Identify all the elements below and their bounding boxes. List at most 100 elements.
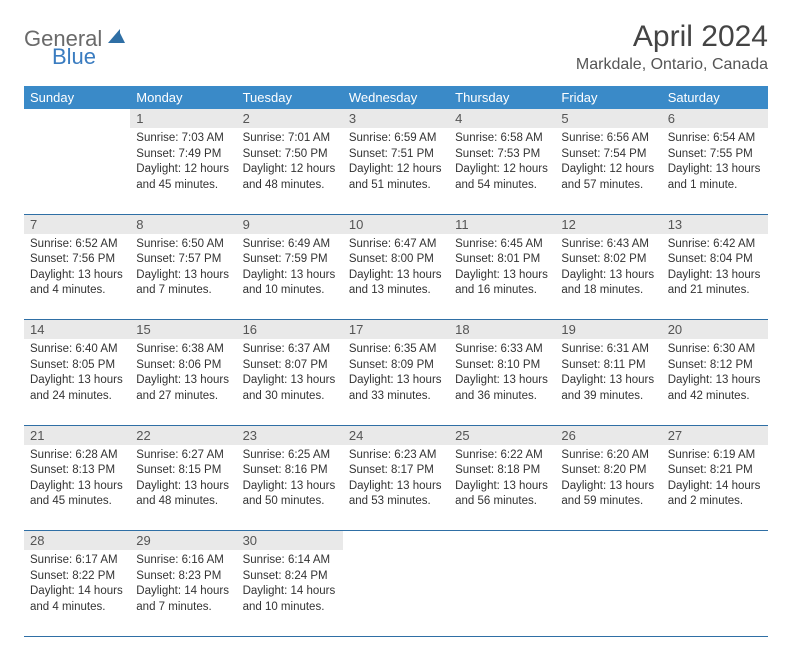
daylight-text: and 4 minutes. — [30, 283, 124, 299]
calendar-table: Sunday Monday Tuesday Wednesday Thursday… — [24, 86, 768, 637]
location: Markdale, Ontario, Canada — [576, 56, 768, 74]
sunset-text: Sunset: 8:00 PM — [349, 252, 443, 268]
daylight-text: Daylight: 12 hours — [561, 162, 655, 178]
daylight-text: and 50 minutes. — [243, 494, 337, 510]
dow-wednesday: Wednesday — [343, 86, 449, 109]
sunset-text: Sunset: 7:50 PM — [243, 147, 337, 163]
calendar-page: General Blue April 2024 Markdale, Ontari… — [0, 0, 792, 657]
daylight-text: and 30 minutes. — [243, 389, 337, 405]
day-cell: Sunrise: 7:01 AMSunset: 7:50 PMDaylight:… — [237, 128, 343, 214]
daylight-text: Daylight: 13 hours — [668, 373, 762, 389]
day-number: 1 — [130, 109, 236, 128]
day-number: 29 — [130, 531, 236, 550]
dow-saturday: Saturday — [662, 86, 768, 109]
sunset-text: Sunset: 8:24 PM — [243, 569, 337, 585]
day-cell: Sunrise: 6:56 AMSunset: 7:54 PMDaylight:… — [555, 128, 661, 214]
month-title: April 2024 — [576, 20, 768, 54]
day-number — [662, 531, 768, 550]
day-number: 5 — [555, 109, 661, 128]
day-cell: Sunrise: 6:19 AMSunset: 8:21 PMDaylight:… — [662, 445, 768, 531]
day-number: 25 — [449, 426, 555, 445]
daylight-text: and 57 minutes. — [561, 178, 655, 194]
sunrise-text: Sunrise: 6:58 AM — [455, 131, 549, 147]
sunset-text: Sunset: 7:55 PM — [668, 147, 762, 163]
daylight-text: and 39 minutes. — [561, 389, 655, 405]
sunrise-text: Sunrise: 6:49 AM — [243, 237, 337, 253]
dow-friday: Friday — [555, 86, 661, 109]
sunset-text: Sunset: 8:02 PM — [561, 252, 655, 268]
daylight-text: Daylight: 13 hours — [136, 373, 230, 389]
day-cell: Sunrise: 6:52 AMSunset: 7:56 PMDaylight:… — [24, 234, 130, 320]
day-number: 28 — [24, 531, 130, 550]
daylight-text: and 18 minutes. — [561, 283, 655, 299]
day-number-row: 123456 — [24, 109, 768, 128]
day-cell: Sunrise: 6:35 AMSunset: 8:09 PMDaylight:… — [343, 339, 449, 425]
day-number: 23 — [237, 426, 343, 445]
daylight-text: and 21 minutes. — [668, 283, 762, 299]
dow-row: Sunday Monday Tuesday Wednesday Thursday… — [24, 86, 768, 109]
sunrise-text: Sunrise: 7:03 AM — [136, 131, 230, 147]
day-cell: Sunrise: 6:20 AMSunset: 8:20 PMDaylight:… — [555, 445, 661, 531]
header: General Blue April 2024 Markdale, Ontari… — [24, 20, 768, 74]
day-cell: Sunrise: 7:03 AMSunset: 7:49 PMDaylight:… — [130, 128, 236, 214]
sunrise-text: Sunrise: 6:17 AM — [30, 553, 124, 569]
sunrise-text: Sunrise: 6:43 AM — [561, 237, 655, 253]
daylight-text: and 54 minutes. — [455, 178, 549, 194]
day-number: 16 — [237, 320, 343, 339]
week-separator — [24, 636, 768, 637]
daylight-text: and 10 minutes. — [243, 600, 337, 616]
sunset-text: Sunset: 8:18 PM — [455, 463, 549, 479]
dow-tuesday: Tuesday — [237, 86, 343, 109]
daylight-text: and 10 minutes. — [243, 283, 337, 299]
daylight-text: and 56 minutes. — [455, 494, 549, 510]
daylight-text: and 1 minute. — [668, 178, 762, 194]
sunrise-text: Sunrise: 6:16 AM — [136, 553, 230, 569]
day-number: 20 — [662, 320, 768, 339]
sunset-text: Sunset: 8:11 PM — [561, 358, 655, 374]
day-cell: Sunrise: 6:14 AMSunset: 8:24 PMDaylight:… — [237, 550, 343, 636]
sunrise-text: Sunrise: 6:35 AM — [349, 342, 443, 358]
daylight-text: Daylight: 13 hours — [30, 479, 124, 495]
sunrise-text: Sunrise: 6:54 AM — [668, 131, 762, 147]
sunset-text: Sunset: 8:10 PM — [455, 358, 549, 374]
week-row: Sunrise: 6:17 AMSunset: 8:22 PMDaylight:… — [24, 550, 768, 636]
dow-sunday: Sunday — [24, 86, 130, 109]
day-cell: Sunrise: 6:23 AMSunset: 8:17 PMDaylight:… — [343, 445, 449, 531]
daylight-text: and 27 minutes. — [136, 389, 230, 405]
daylight-text: and 53 minutes. — [349, 494, 443, 510]
day-number: 6 — [662, 109, 768, 128]
daylight-text: and 33 minutes. — [349, 389, 443, 405]
sunrise-text: Sunrise: 6:30 AM — [668, 342, 762, 358]
day-number-row: 21222324252627 — [24, 426, 768, 445]
sunrise-text: Sunrise: 6:27 AM — [136, 448, 230, 464]
day-cell: Sunrise: 6:54 AMSunset: 7:55 PMDaylight:… — [662, 128, 768, 214]
sunrise-text: Sunrise: 6:33 AM — [455, 342, 549, 358]
dow-monday: Monday — [130, 86, 236, 109]
day-cell: Sunrise: 6:38 AMSunset: 8:06 PMDaylight:… — [130, 339, 236, 425]
sunset-text: Sunset: 8:04 PM — [668, 252, 762, 268]
day-number: 14 — [24, 320, 130, 339]
day-cell: Sunrise: 6:33 AMSunset: 8:10 PMDaylight:… — [449, 339, 555, 425]
day-number: 13 — [662, 215, 768, 234]
sunrise-text: Sunrise: 6:42 AM — [668, 237, 762, 253]
day-cell — [449, 550, 555, 636]
daylight-text: and 48 minutes. — [136, 494, 230, 510]
daylight-text: Daylight: 13 hours — [243, 268, 337, 284]
day-number: 19 — [555, 320, 661, 339]
sunset-text: Sunset: 7:59 PM — [243, 252, 337, 268]
sunset-text: Sunset: 7:51 PM — [349, 147, 443, 163]
day-cell: Sunrise: 6:30 AMSunset: 8:12 PMDaylight:… — [662, 339, 768, 425]
day-number-row: 282930 — [24, 531, 768, 550]
day-cell: Sunrise: 6:28 AMSunset: 8:13 PMDaylight:… — [24, 445, 130, 531]
daylight-text: Daylight: 13 hours — [668, 162, 762, 178]
day-cell — [662, 550, 768, 636]
daylight-text: Daylight: 13 hours — [561, 268, 655, 284]
sunset-text: Sunset: 8:06 PM — [136, 358, 230, 374]
sunrise-text: Sunrise: 6:50 AM — [136, 237, 230, 253]
sunrise-text: Sunrise: 6:25 AM — [243, 448, 337, 464]
sunrise-text: Sunrise: 6:19 AM — [668, 448, 762, 464]
daylight-text: Daylight: 13 hours — [349, 479, 443, 495]
sunrise-text: Sunrise: 6:28 AM — [30, 448, 124, 464]
daylight-text: Daylight: 13 hours — [455, 479, 549, 495]
sunrise-text: Sunrise: 7:01 AM — [243, 131, 337, 147]
